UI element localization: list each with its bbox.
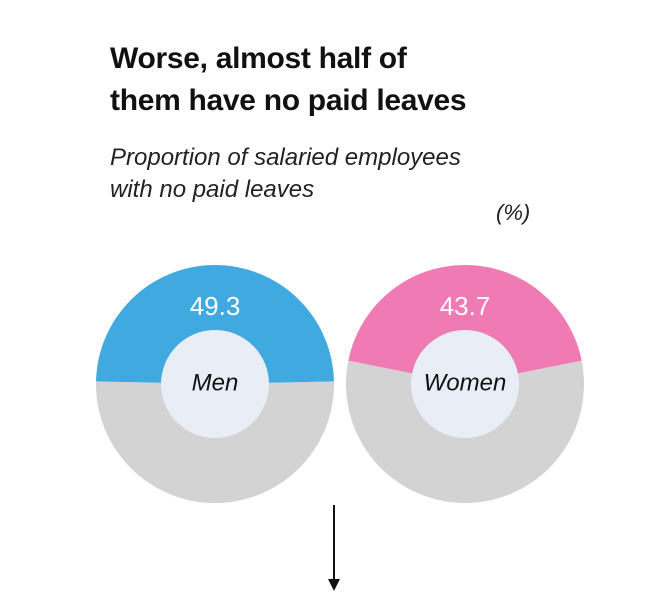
chart-title-line-1: Worse, almost half of — [110, 42, 407, 75]
chart-subtitle: Proportion of salaried employees with no… — [110, 142, 570, 206]
chart-subtitle-line-2: with no paid leaves — [110, 176, 315, 203]
women-center-hole — [411, 330, 519, 438]
women-value-label: 43.7 — [440, 291, 491, 321]
chart-subtitle-line-1: Proportion of salaried employees — [110, 144, 461, 171]
down-arrow-icon — [328, 505, 340, 591]
chart-title: Worse, almost half of them have no paid … — [110, 38, 590, 122]
men-value-slice — [96, 265, 334, 384]
men-category-label: Men — [192, 369, 239, 396]
men-center-hole — [161, 330, 269, 438]
men-value-label: 49.3 — [190, 291, 241, 321]
unit-label: (%) — [496, 200, 531, 225]
chart-title-line-2: them have no paid leaves — [110, 84, 467, 117]
women-value-slice — [348, 264, 582, 384]
women-category-label: Women — [424, 369, 507, 396]
men-remainder-slice — [95, 381, 334, 504]
